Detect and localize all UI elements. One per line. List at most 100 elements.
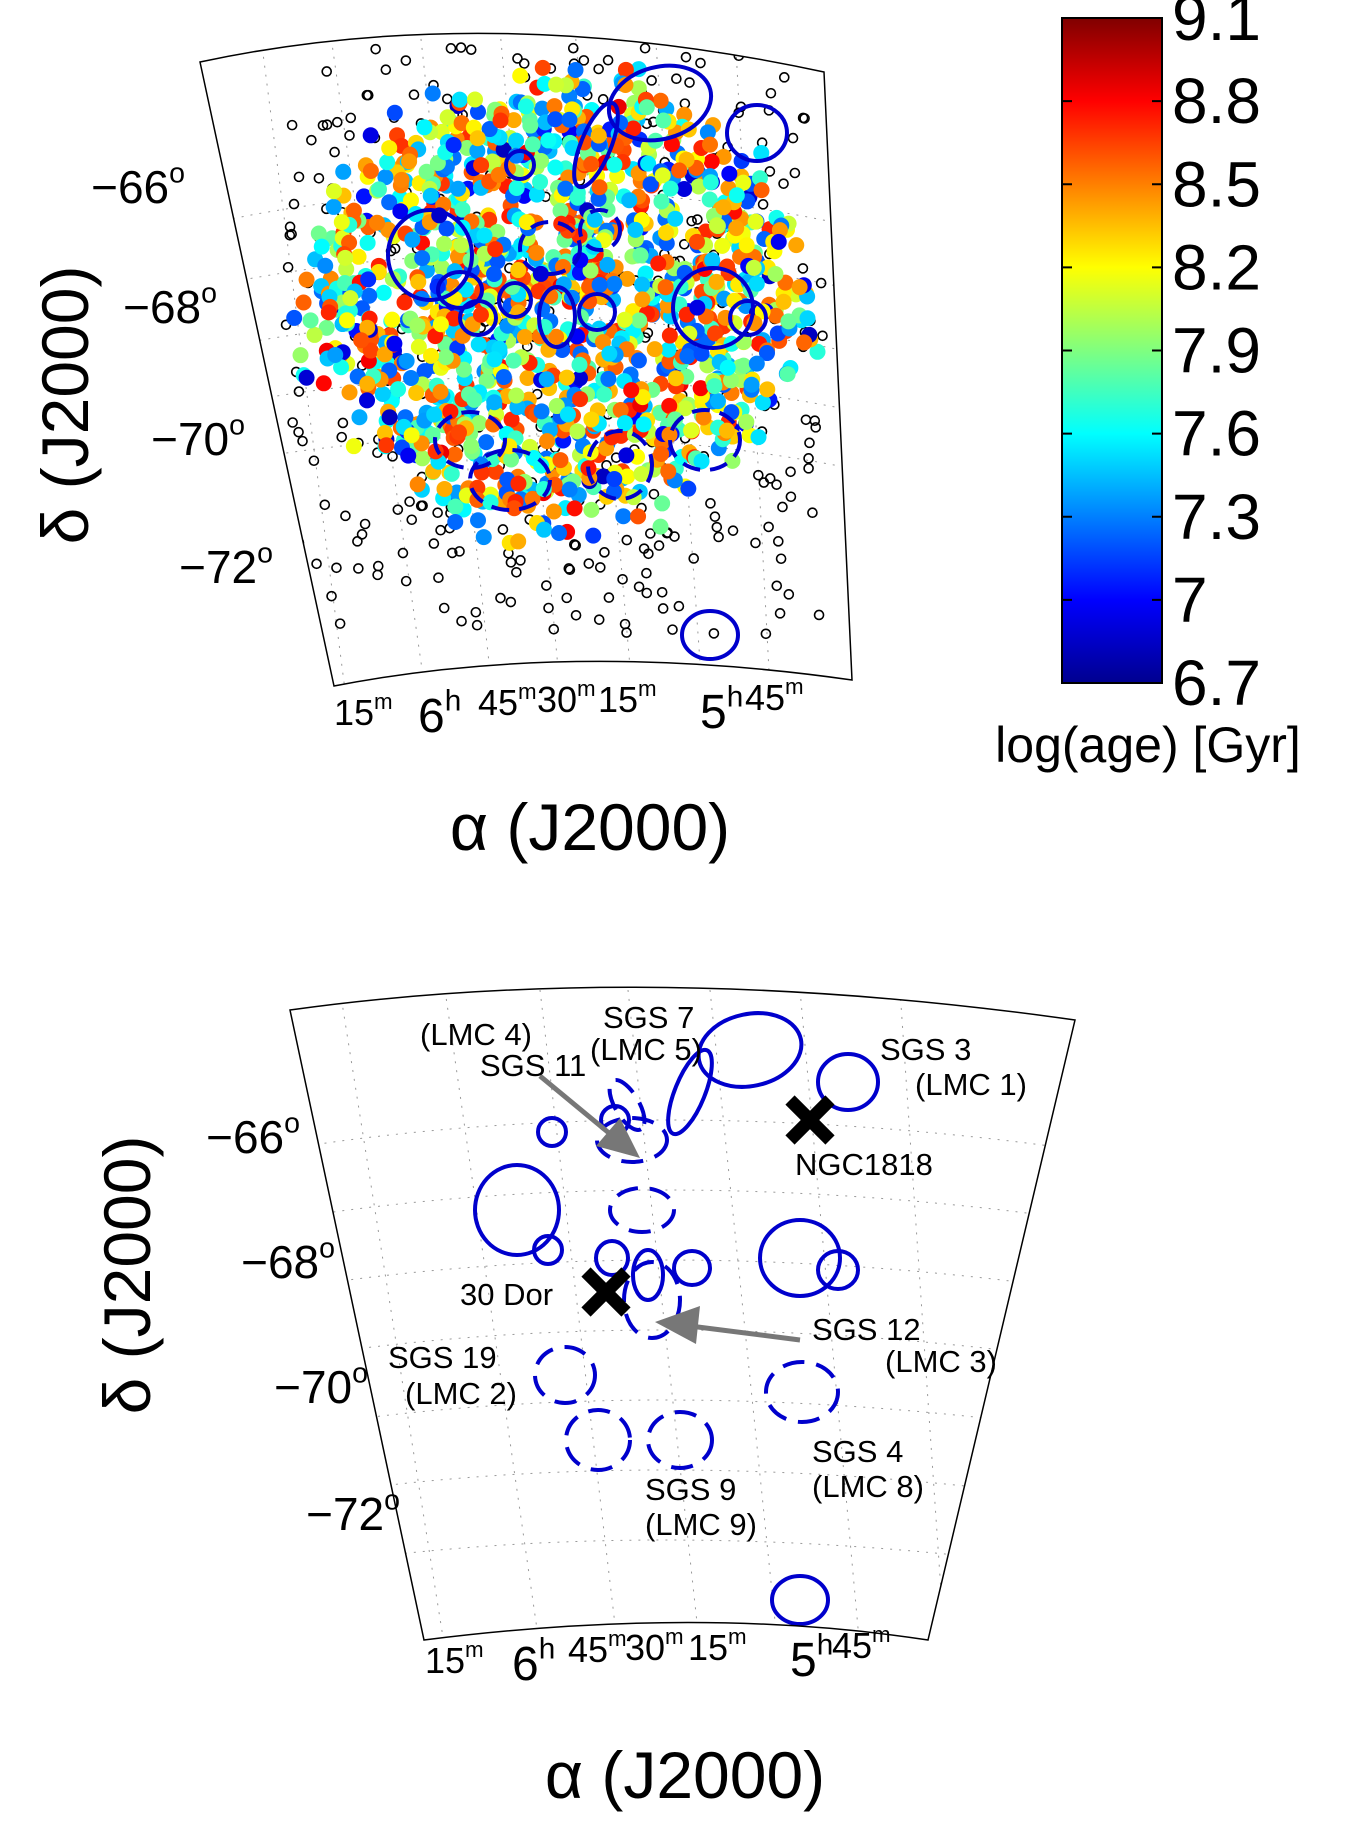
aged-cluster-point <box>512 67 529 84</box>
top-shell-ellipse <box>537 285 577 349</box>
aged-cluster-point <box>601 345 618 362</box>
aged-cluster-point <box>478 434 495 451</box>
unaged-cluster-point <box>567 42 579 54</box>
aged-cluster-point <box>310 225 327 242</box>
aged-cluster-point <box>469 142 486 159</box>
aged-cluster-point <box>376 346 393 363</box>
aged-cluster-point <box>302 312 319 329</box>
aged-cluster-point <box>295 294 312 311</box>
aged-cluster-point <box>360 271 377 288</box>
colorbar-tick-label: 7 <box>1172 564 1208 636</box>
aged-cluster-point <box>634 291 651 308</box>
aged-cluster-point <box>327 347 344 364</box>
colorbar: 9.1 8.8 8.5 8.2 7.9 7.6 7.3 7 6.7 log(age) [Gyr] <box>995 0 1301 773</box>
unaged-cluster-point <box>340 510 351 522</box>
unaged-cluster-point <box>709 511 721 522</box>
top-shell-ellipse <box>680 609 740 661</box>
aged-cluster-point <box>683 422 700 439</box>
aged-cluster-point <box>585 527 602 544</box>
bottom-xlabel: α (J2000) <box>545 1738 825 1812</box>
unaged-cluster-point <box>548 624 560 635</box>
aged-cluster-point <box>422 187 439 204</box>
unaged-cluster-point <box>603 592 615 603</box>
unaged-cluster-point <box>344 130 355 141</box>
unaged-cluster-point <box>406 514 418 526</box>
aged-cluster-point <box>627 221 644 238</box>
aged-cluster-point <box>439 109 456 126</box>
unaged-cluster-point <box>758 477 770 488</box>
annot-sgs9: SGS 9 (LMC 9) <box>645 1472 757 1542</box>
aged-cluster-point <box>359 392 376 409</box>
bot-grid-meridian <box>539 989 619 1640</box>
bot-grid-parallel <box>290 1189 1075 1221</box>
unaged-cluster-point <box>777 501 788 513</box>
top-dec-tick-label: −70o <box>151 409 245 465</box>
top-frame <box>199 32 853 687</box>
bottom-dec-tick-label: −68o <box>241 1232 335 1288</box>
aged-cluster-point <box>436 480 453 497</box>
aged-cluster-point <box>510 262 527 279</box>
bot-grid-meridian <box>339 989 446 1640</box>
unaged-cluster-point <box>803 463 814 474</box>
aged-cluster-point <box>646 341 663 358</box>
aged-cluster-point <box>445 310 462 327</box>
bot-grid-meridian <box>444 989 541 1640</box>
aged-cluster-point <box>634 276 651 293</box>
aged-cluster-point <box>320 304 337 321</box>
svg-text:SGS 3: SGS 3 <box>880 1032 971 1067</box>
aged-cluster-point <box>466 391 483 408</box>
unaged-cluster-point <box>656 586 668 598</box>
aged-cluster-point <box>738 237 755 254</box>
svg-text:(LMC 2): (LMC 2) <box>405 1376 517 1411</box>
top-ra-tick-label: 5h <box>700 680 743 739</box>
unaged-cluster-point <box>680 51 692 63</box>
aged-cluster-point <box>379 154 396 171</box>
aged-cluster-point <box>486 394 503 411</box>
aged-cluster-point <box>753 144 770 161</box>
aged-cluster-point <box>376 424 393 441</box>
unaged-cluster-point <box>497 524 509 535</box>
aged-cluster-point <box>708 273 725 290</box>
unaged-cluster-point <box>361 89 373 101</box>
aged-cluster-point <box>596 386 613 403</box>
bottom-shell-ellipse <box>696 1011 804 1089</box>
aged-cluster-point <box>676 180 693 197</box>
aged-cluster-point <box>548 76 565 93</box>
aged-cluster-point <box>508 132 525 149</box>
aged-cluster-point <box>510 533 527 550</box>
annot-sgs4: SGS 4 (LMC 8) <box>812 1434 924 1504</box>
aged-cluster-point <box>809 343 826 360</box>
unaged-cluster-point <box>803 453 814 464</box>
bot-grid-parallel <box>290 1259 1075 1291</box>
aged-cluster-point <box>350 248 367 265</box>
unaged-cluster-point <box>456 615 467 627</box>
top-dec-tick-label: −72o <box>179 537 273 593</box>
top-ra-tick-label: 15m <box>598 676 657 720</box>
aged-cluster-point <box>569 189 586 206</box>
unaged-cluster-point <box>515 555 526 566</box>
aged-cluster-point <box>546 98 563 115</box>
unaged-cluster-point <box>771 479 782 490</box>
unaged-cluster-point <box>465 44 477 55</box>
top-ra-tick-label: 30m <box>537 676 596 720</box>
unaged-cluster-point <box>713 531 724 543</box>
arrow-sgs11 <box>538 1074 640 1158</box>
bottom-ra-tick-label: 45m <box>832 1622 891 1666</box>
aged-cluster-point <box>445 137 462 154</box>
aged-cluster-point <box>333 359 350 376</box>
unaged-cluster-point <box>817 330 828 342</box>
aged-cluster-point <box>688 233 705 250</box>
aged-cluster-point <box>630 80 647 97</box>
aged-cluster-point <box>770 233 787 250</box>
unaged-cluster-point <box>331 116 343 128</box>
unaged-cluster-point <box>372 560 384 572</box>
bottom-shell-ellipse <box>607 1078 647 1132</box>
bot-shells <box>473 1011 880 1626</box>
aged-cluster-point <box>692 380 709 397</box>
aged-cluster-point <box>455 361 472 378</box>
aged-cluster-point <box>517 98 534 115</box>
unaged-cluster-point <box>311 558 322 570</box>
colorbar-tick-label: 7.9 <box>1172 315 1261 387</box>
unaged-cluster-point <box>297 435 308 447</box>
